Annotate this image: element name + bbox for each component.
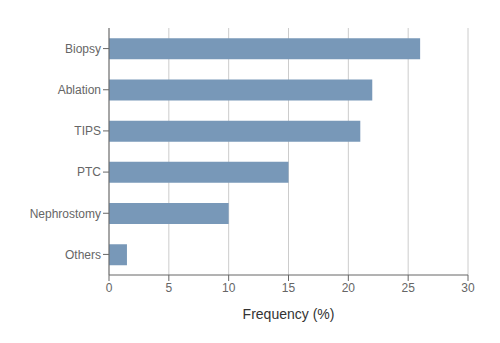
- svg-text:25: 25: [401, 281, 415, 295]
- svg-text:Ablation: Ablation: [58, 83, 101, 97]
- svg-text:5: 5: [165, 281, 172, 295]
- svg-text:30: 30: [461, 281, 475, 295]
- svg-text:TIPS: TIPS: [74, 124, 101, 138]
- svg-text:Biopsy: Biopsy: [65, 42, 101, 56]
- svg-text:Others: Others: [65, 248, 101, 262]
- svg-text:0: 0: [106, 281, 113, 295]
- svg-text:15: 15: [282, 281, 296, 295]
- svg-text:20: 20: [342, 281, 356, 295]
- svg-text:PTC: PTC: [77, 165, 101, 179]
- svg-text:Nephrostomy: Nephrostomy: [30, 207, 101, 221]
- svg-text:10: 10: [222, 281, 236, 295]
- svg-text:Frequency (%): Frequency (%): [243, 306, 335, 322]
